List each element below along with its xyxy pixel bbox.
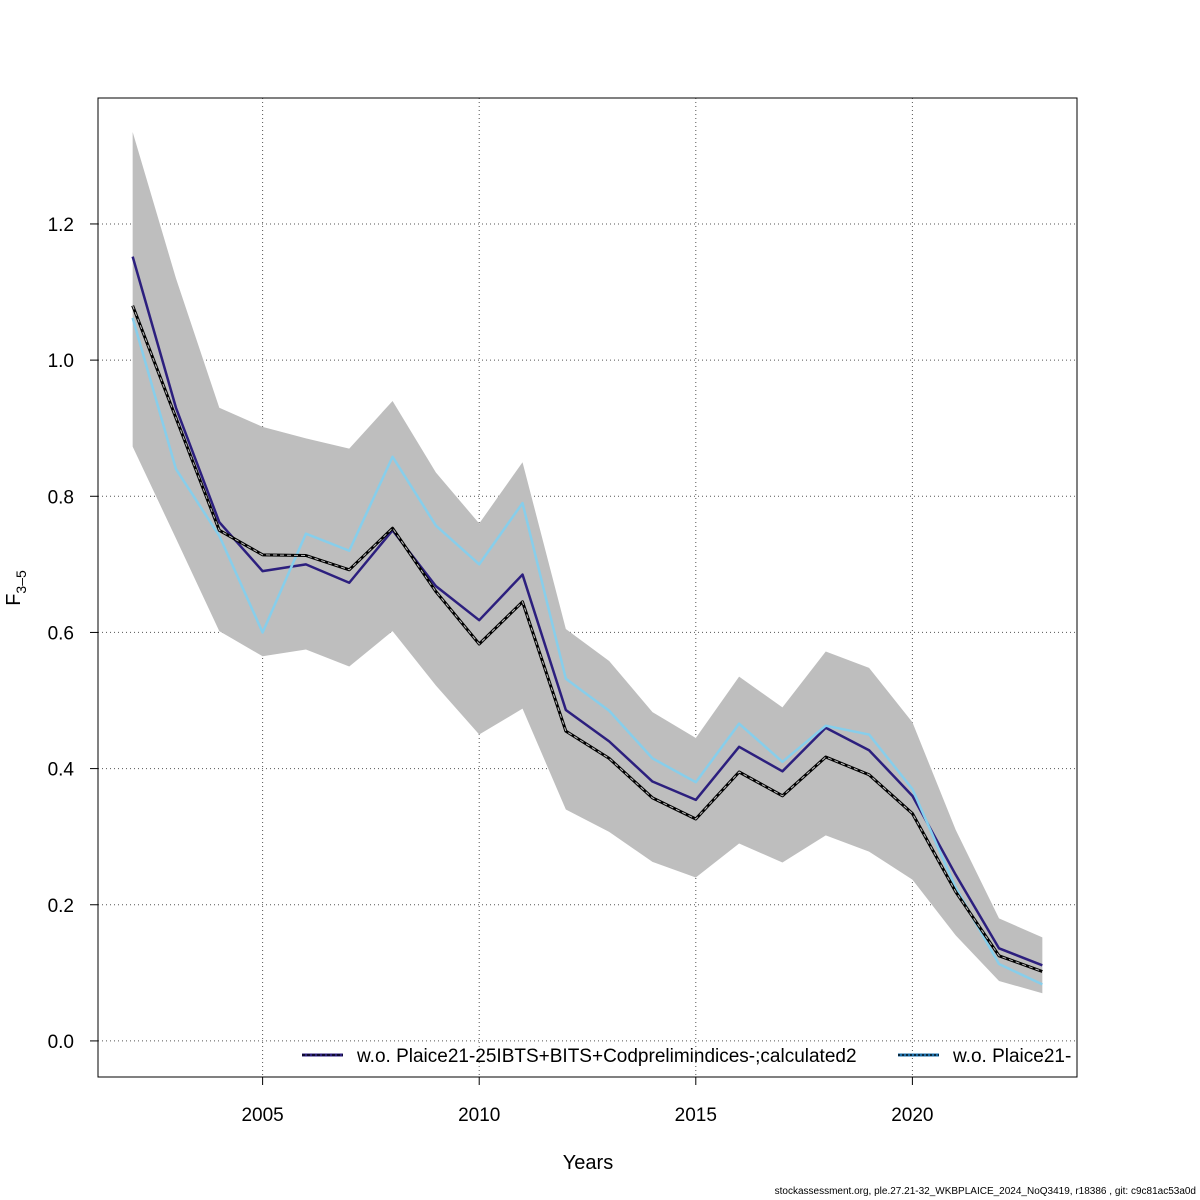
confidence-band bbox=[132, 132, 1043, 994]
y-axis-title-main: F bbox=[3, 594, 25, 606]
y-tick-label-3: 0.6 bbox=[48, 623, 74, 644]
x-tick-label-2020: 2020 bbox=[891, 1105, 933, 1126]
y-tick-label-4: 0.8 bbox=[48, 487, 74, 508]
y-axis-title: F3–5 bbox=[3, 570, 29, 606]
series-line-2 bbox=[131, 317, 1043, 986]
y-tick-label-5: 1.0 bbox=[48, 351, 74, 372]
x-axis: 2005 2010 2015 2020 bbox=[241, 1077, 934, 1126]
series-line-1 bbox=[131, 256, 1043, 967]
y-axis: 0.0 0.2 0.4 0.6 0.8 1.0 1.2 bbox=[48, 215, 98, 1053]
y-tick-label-0: 0.0 bbox=[48, 1032, 74, 1053]
y-tick-label-2: 0.4 bbox=[48, 760, 75, 781]
series-line-base-dash bbox=[132, 305, 1043, 972]
legend: w.o. Plaice21-25IBTS+BITS+Codprelimindic… bbox=[302, 1046, 1071, 1067]
series-layer bbox=[131, 256, 1043, 986]
plot-frame bbox=[97, 97, 1078, 1078]
legend-label-1: w.o. Plaice21-25IBTS+BITS+Codprelimindic… bbox=[356, 1046, 857, 1067]
legend-label-2: w.o. Plaice21- bbox=[952, 1046, 1071, 1067]
x-tick-label-2005: 2005 bbox=[241, 1105, 283, 1126]
x-axis-title: Years bbox=[563, 1152, 613, 1174]
footer-source: stockassessment.org, ple.27.21-32_WKBPLA… bbox=[774, 1186, 1196, 1197]
x-tick-label-2015: 2015 bbox=[675, 1105, 717, 1126]
x-tick-label-2010: 2010 bbox=[458, 1105, 500, 1126]
y-tick-label-1: 0.2 bbox=[48, 896, 74, 917]
confidence-band-layer bbox=[132, 132, 1043, 994]
y-axis-title-sub: 3–5 bbox=[13, 570, 29, 594]
y-tick-label-6: 1.2 bbox=[48, 215, 74, 236]
